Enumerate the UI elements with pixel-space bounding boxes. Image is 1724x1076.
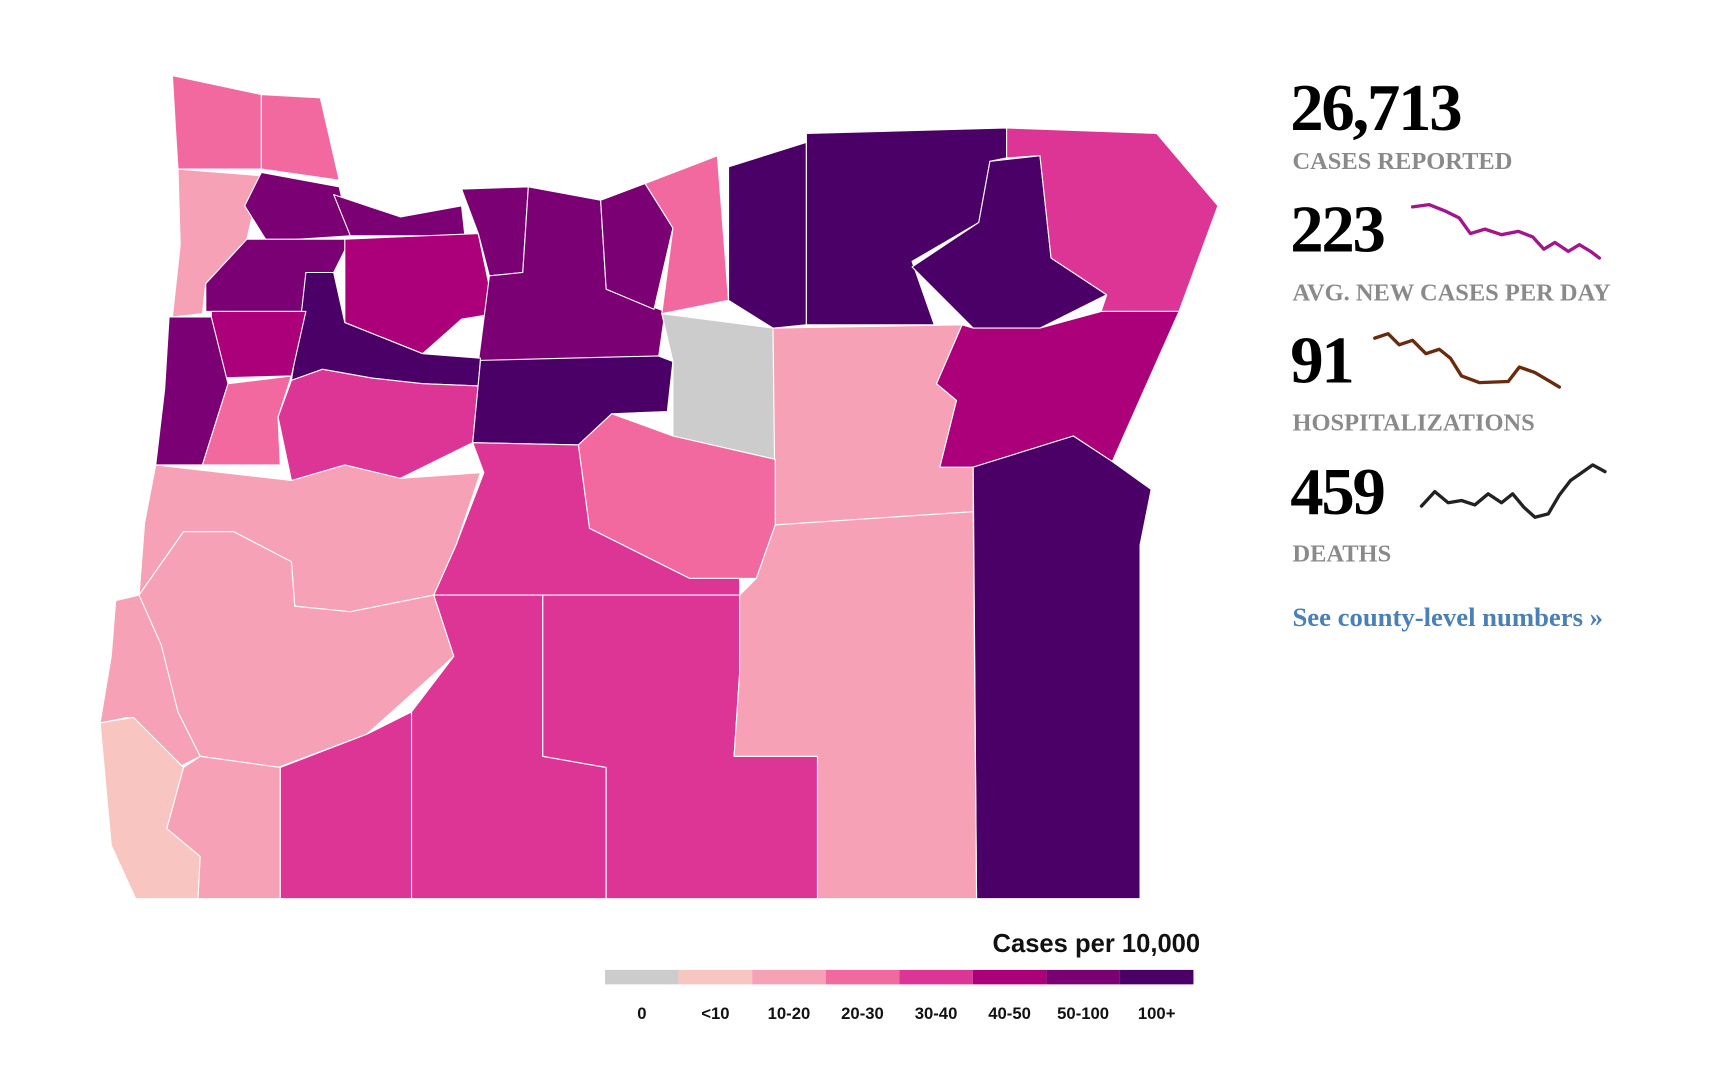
county xyxy=(99,594,201,769)
legend-label: 10-20 xyxy=(768,1004,811,1023)
stat-value: 26,713 xyxy=(1290,72,1461,145)
oregon-map xyxy=(99,75,1219,900)
stats-panel: 26,713 CASES REPORTED 223 AVG. NEW CASES… xyxy=(1290,72,1611,632)
stat-label: AVG. NEW CASES PER DAY xyxy=(1292,279,1611,306)
county xyxy=(201,375,292,466)
legend-label: 40-50 xyxy=(988,1004,1031,1023)
county xyxy=(644,155,730,315)
county xyxy=(166,755,281,900)
stat-label: CASES REPORTED xyxy=(1292,148,1512,175)
stat-label: HOSPITALIZATIONS xyxy=(1292,409,1534,436)
legend-swatch xyxy=(605,969,679,985)
sparkline xyxy=(1419,463,1607,519)
legend-label: 0 xyxy=(637,1004,646,1023)
legend-swatch xyxy=(899,969,973,985)
county xyxy=(972,435,1152,900)
legend-swatch xyxy=(678,969,753,985)
legend-swatch xyxy=(972,969,1047,985)
county xyxy=(333,194,466,237)
legend-label: 30-40 xyxy=(915,1004,958,1023)
sparkline xyxy=(1373,332,1562,389)
county xyxy=(727,141,807,329)
county xyxy=(600,182,674,310)
stat-value: 91 xyxy=(1290,325,1352,398)
legend-swatch xyxy=(1046,969,1120,985)
county xyxy=(210,310,307,379)
stat-value: 459 xyxy=(1290,456,1383,529)
legend-swatch xyxy=(752,969,826,985)
county xyxy=(260,93,340,181)
legend: Cases per 10,000 0 <10 10-20 20-30 30-40 40-5… xyxy=(605,930,1200,1023)
county-link[interactable]: See county-level numbers » xyxy=(1292,602,1603,632)
county xyxy=(1006,127,1219,312)
county xyxy=(171,75,262,170)
sparkline xyxy=(1410,202,1602,260)
legend-label: 100+ xyxy=(1138,1004,1176,1023)
county xyxy=(277,368,479,482)
stat-value: 223 xyxy=(1290,193,1384,266)
legend-title: Cases per 10,000 xyxy=(993,930,1201,958)
stat-label: DEATHS xyxy=(1292,541,1391,568)
legend-swatch xyxy=(825,969,900,985)
legend-label: <10 xyxy=(701,1004,729,1023)
county xyxy=(244,171,351,242)
county xyxy=(772,324,974,526)
county xyxy=(433,442,741,596)
legend-label: 50-100 xyxy=(1057,1004,1109,1023)
legend-swatch xyxy=(1119,969,1194,985)
county xyxy=(733,511,978,900)
legend-label: 20-30 xyxy=(841,1004,884,1023)
